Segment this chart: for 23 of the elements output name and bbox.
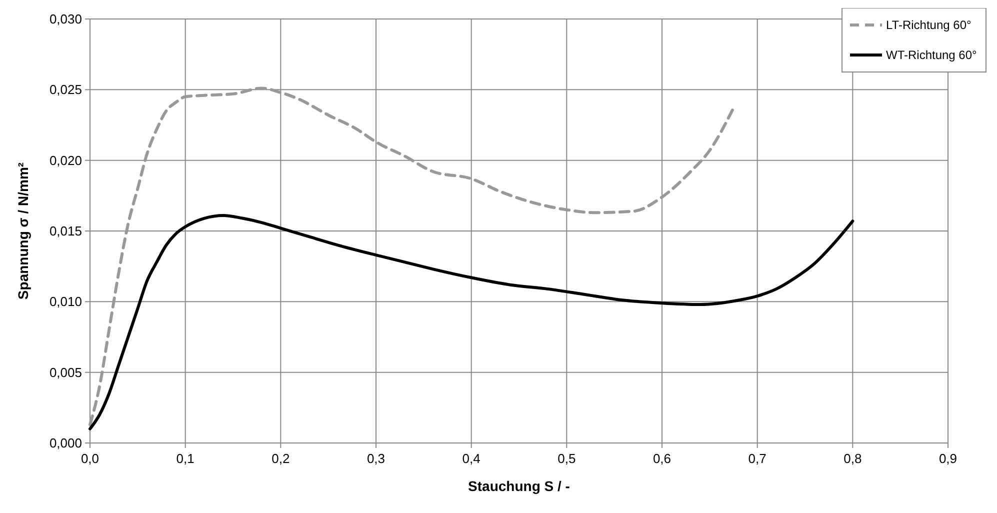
y-tick-label: 0,030 [49,12,82,26]
x-tick-label: 0,9 [938,451,958,466]
x-tick-label: 0,8 [844,451,862,466]
y-tick-label: 0,025 [49,82,82,98]
y-axis-title: Spannung σ / N/mm² [15,162,31,300]
y-tick-label: 0,000 [49,436,82,450]
x-tick-label: 0,1 [176,451,194,466]
legend-label: WT-Richtung 60° [886,48,978,62]
y-tick-label: 0,005 [49,364,82,380]
x-tick-label: 0,2 [272,451,290,466]
x-tick-label: 0,7 [748,451,766,466]
legend-label: LT-Richtung 60° [886,18,972,32]
line-series [88,86,735,426]
y-tick-label: 0,020 [49,152,82,168]
x-tick-label: 0,6 [652,451,672,466]
x-axis-title: Stauchung S / - [468,478,570,494]
x-tick-label: 0,5 [558,451,576,466]
x-tick-label: 0,3 [366,451,386,466]
x-tick-label: 0,0 [80,451,100,466]
y-tick-label: 0,015 [49,224,82,238]
y-tick-label: 0,010 [49,294,82,310]
x-tick-label: 0,4 [462,451,480,466]
line-series [88,214,854,430]
